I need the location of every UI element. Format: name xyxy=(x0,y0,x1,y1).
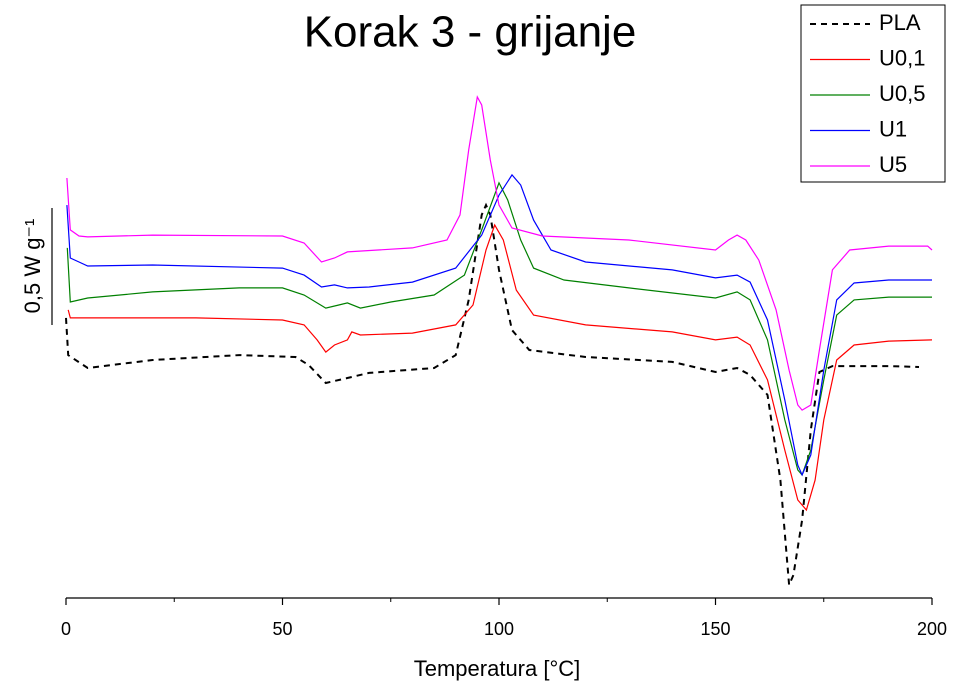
series-line xyxy=(66,173,932,477)
x-tick-label: 0 xyxy=(61,619,71,639)
y-axis-label: 0,5 W g⁻¹ xyxy=(20,219,45,314)
series-line xyxy=(65,202,920,586)
legend-label: U0,1 xyxy=(879,45,925,70)
x-tick-label: 50 xyxy=(272,619,292,639)
legend-box xyxy=(800,4,946,183)
x-tick-label: 200 xyxy=(917,619,947,639)
x-axis-label: Temperatura [°C] xyxy=(414,656,581,681)
x-tick-label: 100 xyxy=(484,619,514,639)
x-tick-label: 150 xyxy=(700,619,730,639)
legend-label: U1 xyxy=(879,116,907,141)
legend-label: U0,5 xyxy=(879,81,925,106)
legend-label: PLA xyxy=(879,10,921,35)
series-line xyxy=(66,181,932,477)
legend-label: U5 xyxy=(879,152,907,177)
series-line xyxy=(67,223,933,512)
series-line xyxy=(66,95,933,411)
chart-title: Korak 3 - grijanje xyxy=(304,8,637,57)
